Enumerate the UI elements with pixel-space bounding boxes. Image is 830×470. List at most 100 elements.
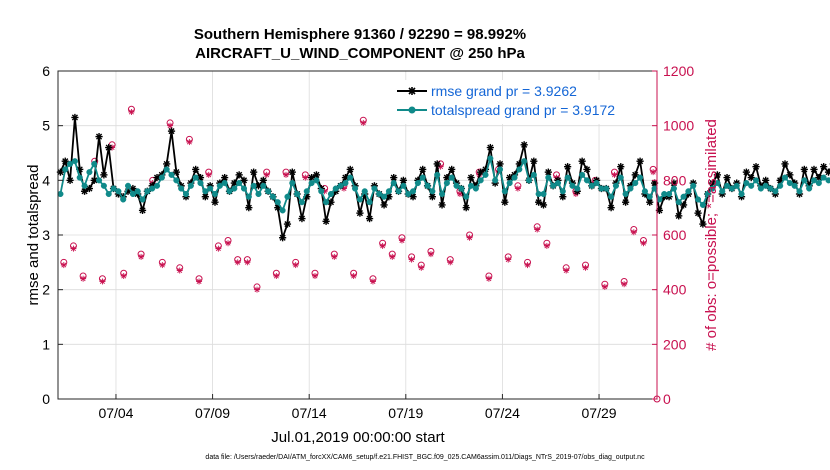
totalspread-point	[762, 182, 769, 189]
rmse-point	[201, 193, 209, 201]
obs-assimilated-point	[70, 245, 77, 252]
obs-assimilated-point	[621, 281, 628, 288]
totalspread-point	[487, 155, 494, 162]
rmse-point	[520, 141, 528, 149]
totalspread-point	[622, 190, 629, 198]
totalspread-point	[690, 182, 697, 189]
obs-assimilated-point	[176, 267, 183, 274]
totalspread-point	[675, 199, 682, 206]
obs-assimilated-point	[360, 119, 367, 126]
obs-assimilated-point	[582, 264, 589, 271]
totalspread-point	[274, 199, 281, 206]
rmse-point	[279, 234, 287, 242]
rmse-point	[810, 165, 818, 173]
obs-assimilated-point	[389, 253, 396, 260]
obs-assimilated-point	[534, 226, 541, 233]
legend-spread-marker	[408, 106, 416, 114]
totalspread-point	[666, 190, 673, 198]
obs-assimilated-point	[186, 139, 193, 146]
totalspread-point	[419, 174, 426, 181]
totalspread-point	[516, 166, 523, 173]
legend-rmse-marker	[408, 87, 416, 95]
rmse-point	[211, 198, 219, 206]
totalspread-point	[588, 182, 595, 189]
rmse-point	[675, 212, 683, 220]
totalspread-point	[695, 196, 702, 203]
totalspread-point	[120, 196, 127, 203]
obs-assimilated-point	[505, 256, 512, 263]
totalspread-point	[733, 182, 740, 189]
totalspread-point	[772, 188, 779, 195]
totalspread-point	[327, 190, 334, 198]
rmse-point	[100, 171, 108, 179]
totalspread-point	[815, 180, 822, 187]
obs-assimilated-point	[138, 253, 145, 260]
totalspread-point	[313, 177, 320, 184]
grid	[58, 70, 657, 400]
totalspread-point	[81, 182, 88, 189]
totalspread-point	[564, 174, 571, 181]
totalspread-point	[801, 177, 808, 184]
totalspread-point	[791, 182, 798, 189]
totalspread-point	[187, 182, 194, 189]
totalspread-point	[144, 188, 151, 195]
y-right-tick-label: 0	[663, 391, 671, 407]
rmse-point	[322, 217, 330, 225]
totalspread-point	[110, 185, 117, 192]
obs-assimilated-point	[543, 242, 550, 249]
y-axis-label: rmse and totalspread	[25, 165, 42, 306]
rmse-point	[419, 165, 427, 173]
x-tick-label: 07/29	[582, 405, 617, 421]
totalspread-point	[289, 180, 296, 187]
totalspread-point	[76, 174, 83, 181]
rmse-point	[621, 198, 630, 206]
rmse-point	[312, 171, 321, 179]
rmse-point	[670, 179, 678, 187]
totalspread-point	[153, 182, 161, 189]
totalspread-point	[530, 171, 537, 178]
totalspread-point	[612, 182, 619, 189]
rmse-point	[390, 174, 398, 182]
obs-assimilated-point	[524, 262, 531, 269]
totalspread-point	[323, 199, 330, 206]
x-tick-label: 07/24	[485, 405, 520, 421]
totalspread-point	[62, 166, 69, 173]
obs-assimilated-point	[205, 171, 212, 178]
totalspread-point	[221, 180, 228, 187]
totalspread-point	[173, 177, 180, 184]
obs-assimilated-point	[611, 171, 618, 178]
rmse-point	[713, 171, 721, 179]
totalspread-point	[467, 182, 475, 189]
totalspread-point	[332, 185, 339, 192]
obs-assimilated-point	[350, 273, 357, 279]
chart-title: Southern Hemisphere 91360 / 92290 = 98.9…	[194, 26, 526, 43]
rmse-point	[61, 157, 69, 165]
totalspread-point	[583, 177, 591, 184]
totalspread-point	[265, 188, 272, 195]
rmse-point	[699, 220, 707, 228]
totalspread-point	[781, 174, 789, 181]
rmse-point	[303, 193, 311, 201]
totalspread-point	[825, 177, 830, 184]
totalspread-point	[723, 182, 731, 189]
totalspread-point	[405, 190, 412, 198]
totalspread-point	[308, 180, 315, 187]
totalspread-point	[796, 188, 803, 195]
x-tick-label: 07/14	[292, 405, 327, 421]
totalspread-point	[250, 182, 257, 189]
obs-assimilated-point	[427, 251, 434, 258]
totalspread-point	[284, 193, 291, 200]
rmse-point	[544, 168, 552, 176]
totalspread-point	[298, 199, 306, 206]
obs-assimilated-point	[650, 169, 657, 176]
totalspread-point	[550, 182, 557, 189]
totalspread-point	[400, 182, 407, 189]
totalspread-point	[434, 171, 441, 178]
rmse-point	[477, 168, 485, 176]
totalspread-point	[752, 177, 760, 184]
rmse-point	[496, 160, 504, 168]
totalspread-point	[482, 171, 489, 178]
rmse-point	[250, 168, 258, 176]
rmse-point	[235, 171, 243, 179]
obs-assimilated-point	[60, 262, 67, 269]
